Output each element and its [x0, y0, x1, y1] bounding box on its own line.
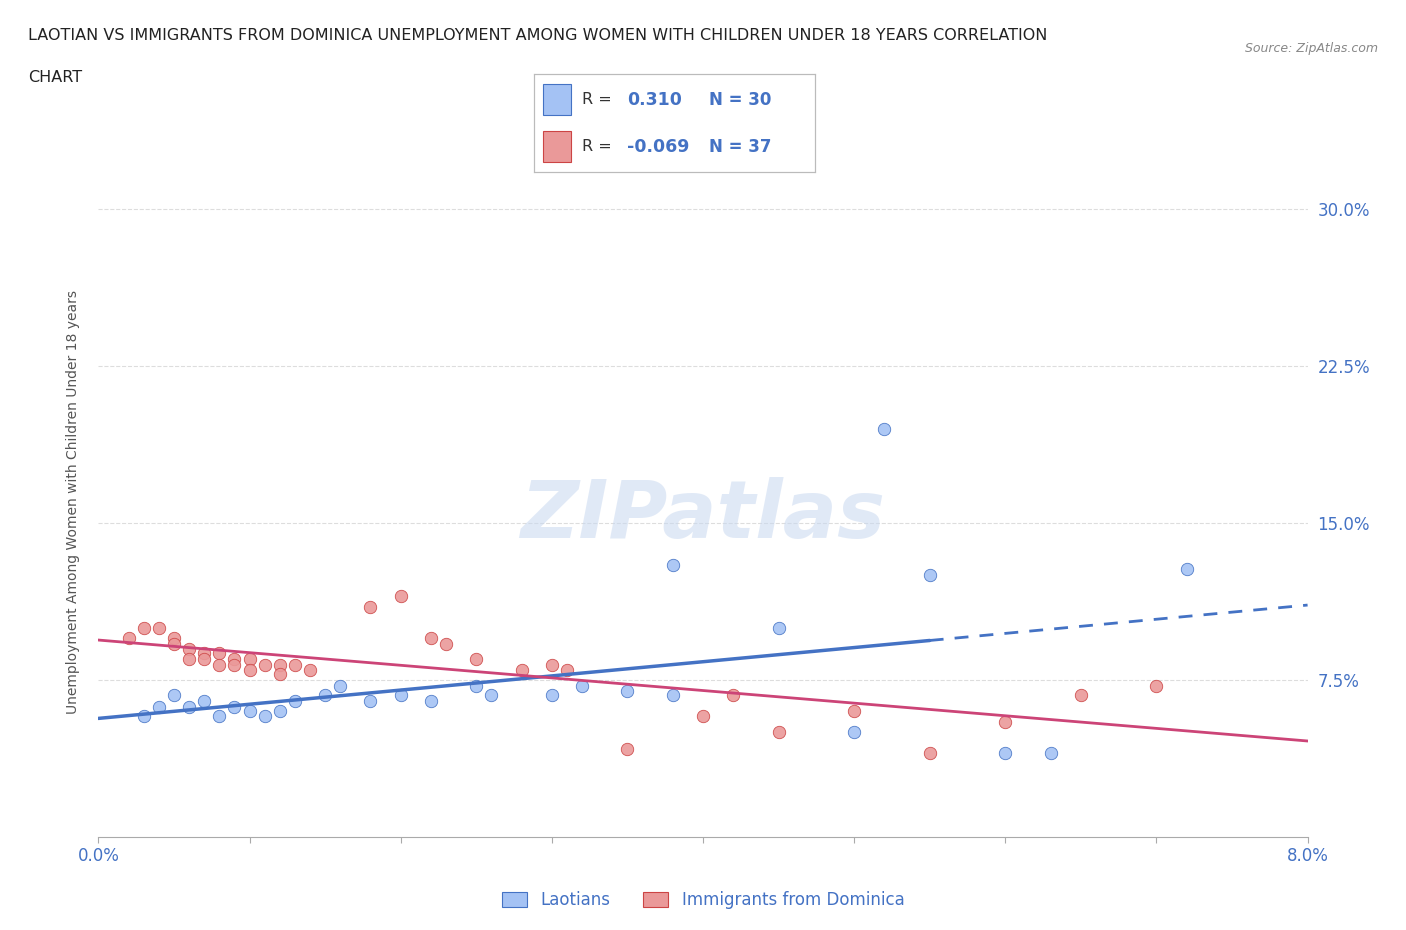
Point — [465, 679, 488, 694]
Text: 0.310: 0.310 — [627, 91, 682, 109]
Point — [844, 725, 866, 740]
Point — [994, 746, 1017, 761]
Point — [224, 652, 246, 667]
Point — [389, 589, 412, 604]
Point — [768, 620, 790, 635]
Point — [269, 704, 291, 719]
Point — [616, 742, 638, 757]
Point — [662, 687, 685, 702]
Point — [844, 704, 866, 719]
Point — [239, 652, 262, 667]
Point — [299, 662, 322, 677]
Point — [434, 637, 457, 652]
Point — [692, 709, 714, 724]
Point — [239, 662, 262, 677]
Text: N = 30: N = 30 — [709, 91, 770, 109]
Point — [284, 694, 307, 709]
Point — [269, 658, 291, 673]
Point — [723, 687, 745, 702]
Point — [360, 694, 382, 709]
Point — [132, 620, 155, 635]
Point — [389, 687, 412, 702]
Bar — [543, 85, 571, 115]
Text: LAOTIAN VS IMMIGRANTS FROM DOMINICA UNEMPLOYMENT AMONG WOMEN WITH CHILDREN UNDER: LAOTIAN VS IMMIGRANTS FROM DOMINICA UNEM… — [28, 28, 1047, 43]
Point — [571, 679, 593, 694]
Point — [541, 687, 564, 702]
Point — [1039, 746, 1062, 761]
Bar — [543, 131, 571, 163]
Point — [1175, 562, 1198, 577]
Text: Source: ZipAtlas.com: Source: ZipAtlas.com — [1244, 42, 1378, 55]
Point — [208, 709, 231, 724]
Point — [510, 662, 533, 677]
Text: -0.069: -0.069 — [627, 138, 689, 155]
Point — [208, 645, 231, 660]
Point — [314, 687, 336, 702]
Point — [253, 658, 276, 673]
Point — [616, 683, 638, 698]
Text: R =: R = — [582, 92, 612, 107]
Point — [239, 704, 262, 719]
Point — [284, 658, 307, 673]
Point — [208, 658, 231, 673]
Point — [541, 658, 564, 673]
Point — [253, 709, 276, 724]
Point — [132, 709, 155, 724]
Text: R =: R = — [582, 140, 612, 154]
Point — [1070, 687, 1092, 702]
Point — [118, 631, 141, 645]
Point — [163, 637, 186, 652]
Point — [193, 694, 215, 709]
Point — [163, 631, 186, 645]
Point — [481, 687, 503, 702]
Point — [1146, 679, 1168, 694]
Point — [918, 746, 941, 761]
Point — [179, 700, 201, 715]
Point — [179, 642, 201, 657]
Point — [148, 620, 170, 635]
Text: ZIPatlas: ZIPatlas — [520, 476, 886, 554]
Text: N = 37: N = 37 — [709, 138, 770, 155]
Point — [465, 652, 488, 667]
Point — [873, 421, 896, 436]
Point — [420, 631, 443, 645]
Point — [148, 700, 170, 715]
Legend: Laotians, Immigrants from Dominica: Laotians, Immigrants from Dominica — [495, 884, 911, 916]
Y-axis label: Unemployment Among Women with Children Under 18 years: Unemployment Among Women with Children U… — [66, 290, 80, 714]
Point — [224, 658, 246, 673]
Point — [555, 662, 578, 677]
Point — [179, 652, 201, 667]
Point — [420, 694, 443, 709]
Point — [994, 714, 1017, 729]
Point — [662, 558, 685, 573]
Point — [360, 600, 382, 615]
Text: CHART: CHART — [28, 70, 82, 85]
Point — [224, 700, 246, 715]
Point — [768, 725, 790, 740]
Point — [193, 652, 215, 667]
Point — [193, 645, 215, 660]
Point — [918, 568, 941, 583]
Point — [163, 687, 186, 702]
Point — [269, 667, 291, 682]
Point — [329, 679, 352, 694]
